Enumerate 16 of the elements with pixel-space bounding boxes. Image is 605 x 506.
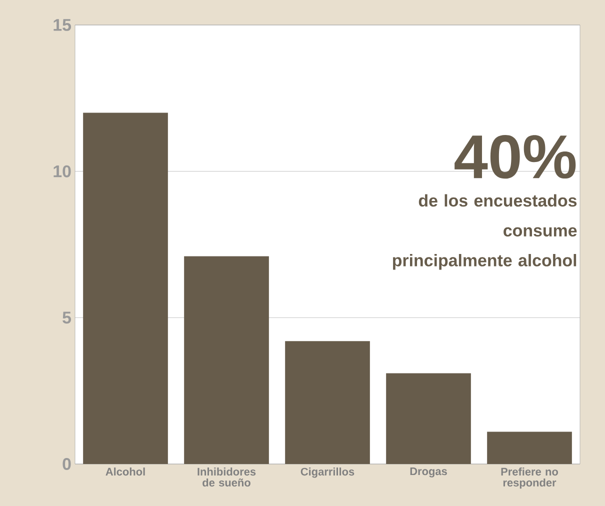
x-tick-label: Inhibidores de sueño — [198, 468, 256, 487]
bar — [487, 432, 572, 464]
x-tick-label: Alcohol — [106, 468, 145, 476]
x-tick-label: Drogas — [410, 468, 447, 478]
y-tick-label: 15 — [54, 19, 72, 31]
y-tick-label: 0 — [62, 458, 71, 470]
x-tick-label: Prefiere no responder — [501, 468, 558, 489]
bar — [184, 256, 269, 464]
bar — [386, 373, 471, 464]
bar — [83, 112, 168, 464]
text: de los encuestados consume principalmente alcohol — [392, 194, 577, 270]
x-tick-label: Cigarrillos — [300, 468, 354, 478]
annotation: 40% — [454, 134, 576, 179]
y-tick-label: 10 — [54, 165, 71, 178]
bar — [285, 341, 370, 464]
y-tick-label: 5 — [62, 312, 72, 324]
